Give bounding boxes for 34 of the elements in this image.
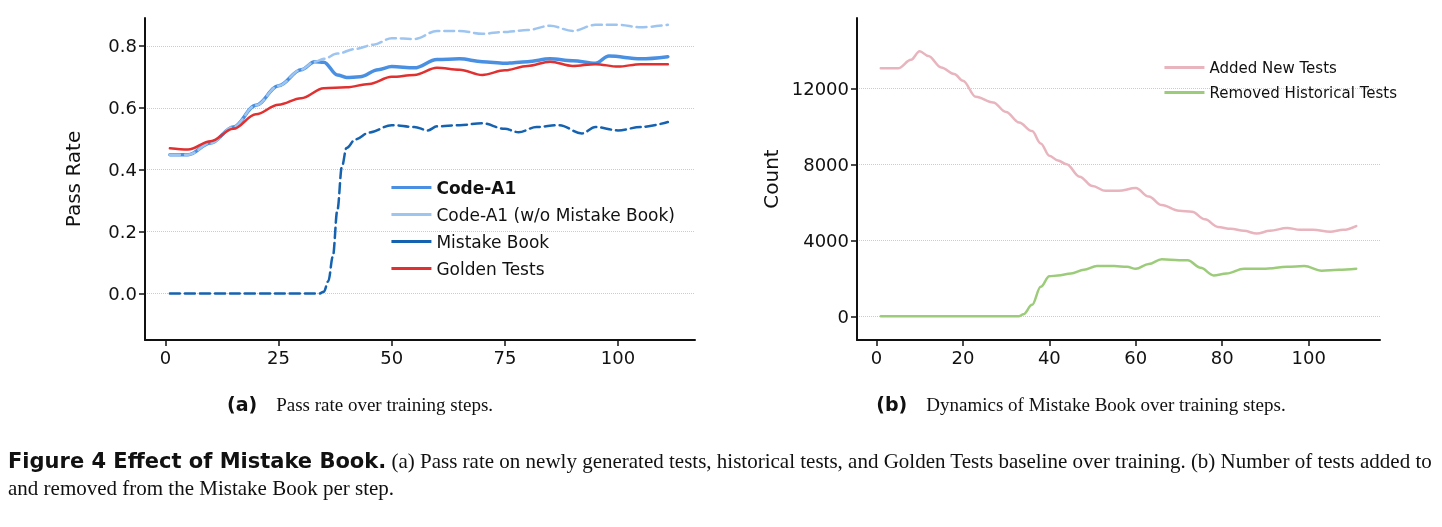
x-tick-label: 100 [600,346,636,368]
y-tick-label: 0.6 [108,97,137,119]
y-tick-label: 0.0 [108,283,137,305]
text: (b) Dynamics of Mistake Book over training steps. [875,393,1287,416]
x-tick-label: 50 [380,346,404,368]
y-tick-label: 0 [837,305,849,327]
x-tick-label: 0 [159,346,172,368]
legend-label: Golden Tests [436,258,545,279]
y-axis-title: Pass Rate [61,130,85,228]
x-tick-label: 40 [1037,346,1061,368]
x-tick-label: 80 [1210,346,1234,368]
y-tick-label: 12000 [791,77,849,99]
caption: Figure 4 Effect of Mistake Book. (a) Pass rate on newly generated tests, historical tests, and Golden Tests baseline over training. (b) Number of tests added to and removed from the Mistake Book per step. [8,448,1433,502]
x-tick-label: 20 [951,346,975,368]
x-tick-label: 0 [870,346,883,368]
x-tick-label: 100 [1291,346,1326,368]
y-tick-label: 4000 [803,229,849,251]
legend-label: Mistake Book [436,231,550,252]
y-tick-label: 0.8 [108,35,137,57]
y-tick-label: 0.2 [108,221,137,243]
y-tick-label: 0.4 [108,159,137,181]
x-tick-label: 75 [493,346,517,368]
legend-label: Code-A1 (w/o Mistake Book) [436,204,676,225]
line-series [168,23,670,157]
line-series [879,49,1358,235]
text: (a) Pass rate over training steps. [225,393,495,416]
x-tick-label: 60 [1124,346,1148,368]
y-axis-title: Count [758,149,783,209]
legend-label: Added New Tests [1209,58,1338,77]
x-tick-label: 25 [267,346,290,368]
legend-label: Code-A1 [436,177,517,198]
y-tick-label: 8000 [803,153,849,175]
line-series [879,258,1358,318]
legend-label: Removed Historical Tests [1209,83,1398,102]
